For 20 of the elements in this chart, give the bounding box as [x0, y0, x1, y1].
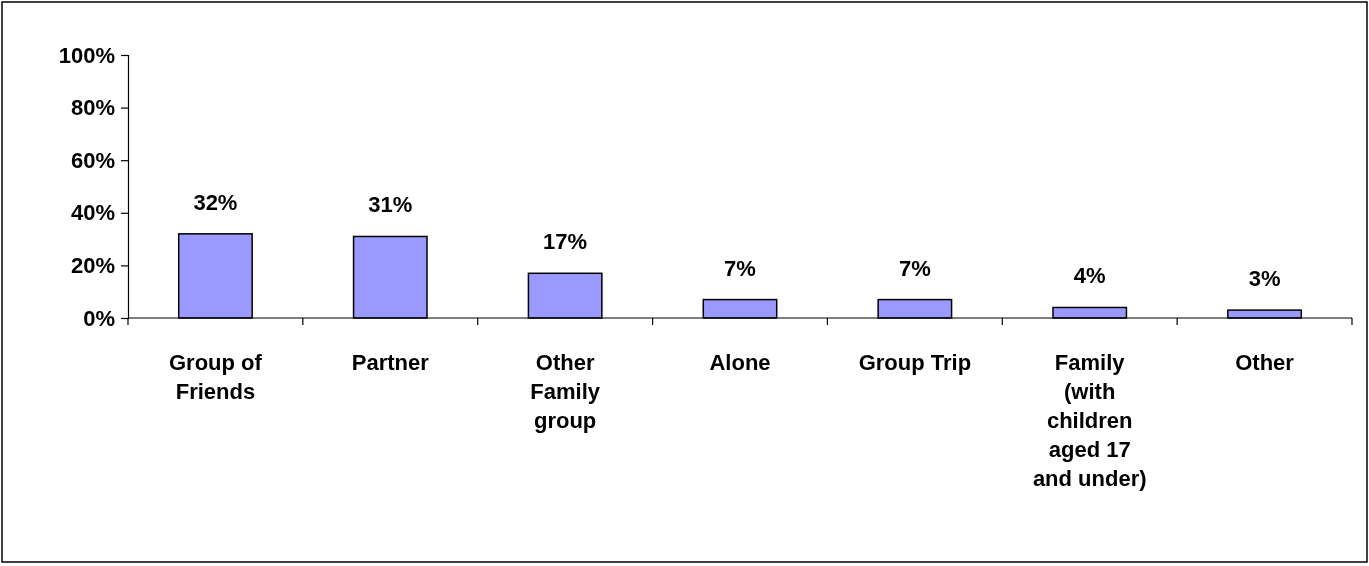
y-tick-label: 80%	[70, 95, 115, 121]
x-tick-label: Group of Friends	[168, 350, 263, 404]
data-label: 7%	[898, 255, 931, 281]
y-tick-label: 100%	[58, 42, 115, 68]
x-tick-label: Other Family group	[530, 350, 601, 433]
data-label: 32%	[193, 189, 238, 215]
y-tick-label: 40%	[70, 200, 115, 226]
y-tick-label: 20%	[70, 252, 115, 278]
data-label: 4%	[1073, 263, 1106, 289]
data-label: 31%	[368, 192, 413, 218]
data-label: 17%	[543, 229, 588, 255]
x-tick-label: Alone	[709, 350, 771, 375]
x-tick-label: Other	[1235, 350, 1295, 375]
y-tick-label: 0%	[83, 305, 115, 331]
y-tick-label: 60%	[70, 147, 115, 173]
x-tick-label: Family (with children aged 17 and under)	[1032, 350, 1147, 491]
x-tick-label: Partner	[351, 350, 430, 375]
data-label: 7%	[724, 255, 756, 281]
data-label: 3%	[1248, 266, 1281, 292]
x-tick-label: Group Trip	[858, 350, 972, 375]
